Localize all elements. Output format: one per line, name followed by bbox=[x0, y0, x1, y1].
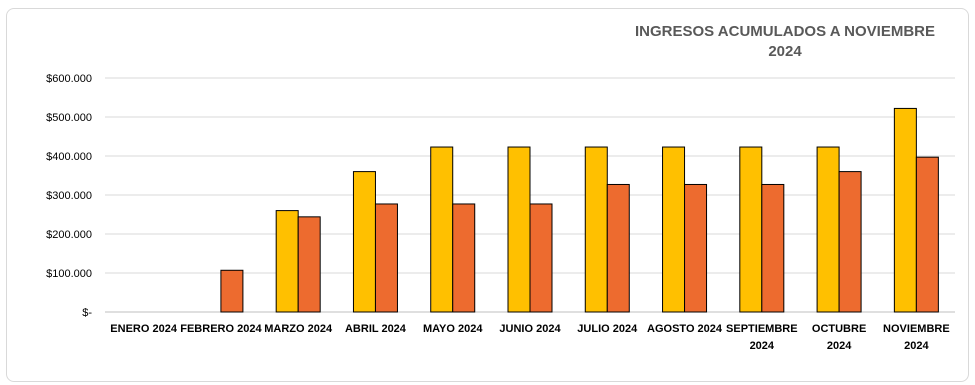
bar-series-1-10 bbox=[893, 107, 917, 313]
bar-series-2-5 bbox=[529, 203, 553, 313]
bar-series-2-7 bbox=[684, 183, 708, 313]
bar-series-1-9 bbox=[816, 146, 840, 313]
y-tick-label: $600.000 bbox=[46, 73, 92, 85]
bar-series-2-10 bbox=[915, 156, 939, 313]
x-category-label: AGOSTO 2024 bbox=[647, 323, 723, 335]
y-tick-label: $200.000 bbox=[46, 229, 92, 241]
chart-title: INGRESOS ACUMULADOS A NOVIEMBRE 2024 bbox=[600, 22, 970, 62]
bar-series-1-8 bbox=[739, 146, 763, 313]
y-tick-label: $500.000 bbox=[46, 112, 92, 124]
y-tick-label: $300.000 bbox=[46, 190, 92, 202]
bars bbox=[220, 107, 939, 313]
x-category-label: JULIO 2024 bbox=[577, 323, 638, 335]
bar-series-1-5 bbox=[507, 146, 531, 313]
x-category-label: 2024 bbox=[904, 340, 929, 352]
x-category-label: ENERO 2024 bbox=[110, 323, 178, 335]
bar-series-1-7 bbox=[662, 146, 686, 313]
bar-series-2-8 bbox=[761, 183, 785, 313]
y-axis-tick-labels: $- $100.000 $200.000 $300.000 $400.000 $500.0… bbox=[46, 73, 92, 319]
x-category-label: SEPTIEMBRE bbox=[726, 323, 798, 335]
y-tick-label: $400.000 bbox=[46, 151, 92, 163]
x-category-label: ABRIL 2024 bbox=[345, 323, 407, 335]
x-category-label: OCTUBRE bbox=[812, 323, 866, 335]
x-category-label: NOVIEMBRE bbox=[883, 323, 950, 335]
x-category-label: FEBRERO 2024 bbox=[180, 323, 262, 335]
bar-series-1-6 bbox=[584, 146, 608, 313]
y-tick-label: $100.000 bbox=[46, 268, 92, 280]
bar-series-2-3 bbox=[374, 203, 398, 313]
x-category-label: MAYO 2024 bbox=[423, 323, 483, 335]
bar-series-1-3 bbox=[352, 171, 376, 313]
bar-series-2-6 bbox=[606, 183, 630, 313]
y-tick-label: $- bbox=[82, 307, 92, 319]
bar-series-2-4 bbox=[452, 203, 476, 313]
chart-title-line-1: INGRESOS ACUMULADOS A NOVIEMBRE bbox=[634, 23, 935, 40]
bar-series-1-4 bbox=[430, 146, 454, 313]
chart-title-line-2: 2024 bbox=[768, 43, 802, 60]
bar-series-2-1 bbox=[220, 269, 244, 313]
x-axis-category-labels: ENERO 2024 FEBRERO 2024 MARZO 2024 ABRIL 20… bbox=[110, 323, 949, 352]
bar-series-2-9 bbox=[838, 171, 862, 313]
x-category-label: MARZO 2024 bbox=[264, 323, 333, 335]
bar-series-1-2 bbox=[275, 210, 299, 313]
bar-series-2-2 bbox=[297, 216, 321, 313]
x-category-label: 2024 bbox=[827, 340, 852, 352]
x-category-label: 2024 bbox=[750, 340, 775, 352]
x-category-label: JUNIO 2024 bbox=[499, 323, 561, 335]
